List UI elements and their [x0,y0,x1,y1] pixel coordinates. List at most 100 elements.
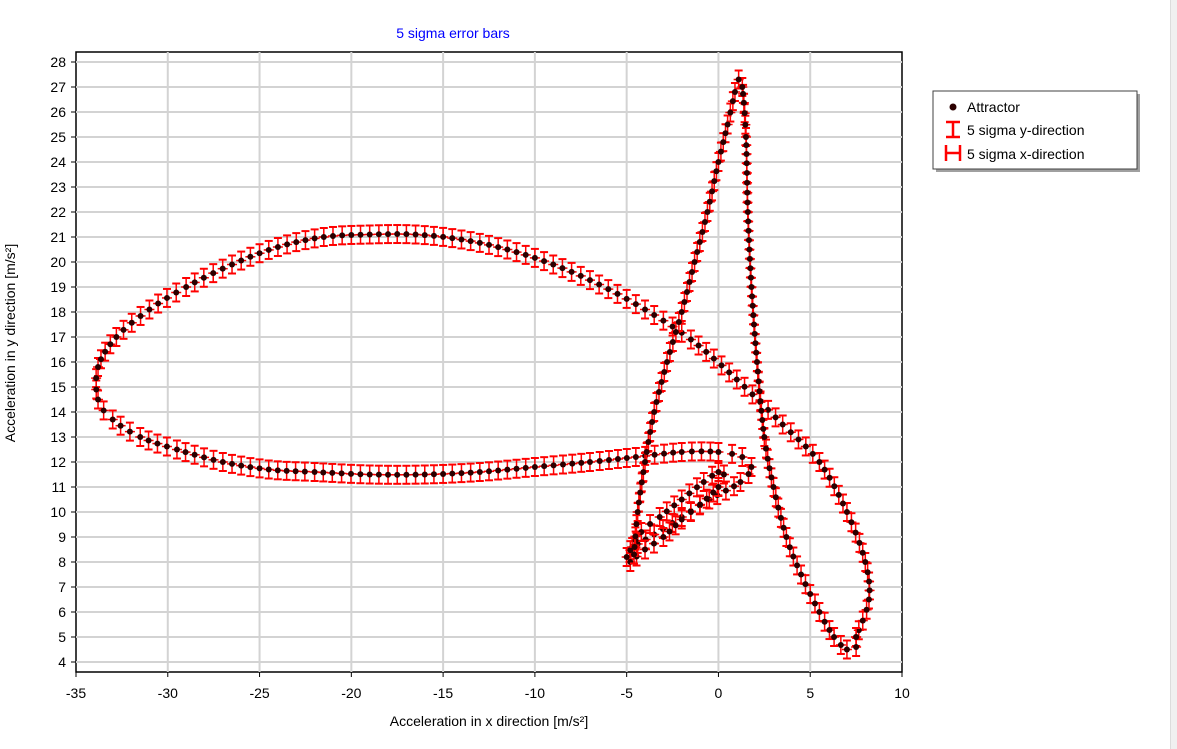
y-axis-ticks: 4 5 6 7 8 9 10 11 12 13 14 15 16 17 18 19 20 21 22 23 24 25 26… [50,54,76,670]
data-point [835,491,842,498]
legend: Attractor 5 sigma y-direction 5 sigma x-… [932,90,1140,172]
data-point [748,464,755,470]
data-point [753,359,760,365]
data-point [412,471,419,478]
data-point [440,470,447,477]
data-point [700,479,707,485]
data-point [476,239,483,246]
data-point [283,467,290,474]
data-point [284,241,291,248]
data-point [302,237,309,244]
data-point [722,487,729,494]
scrollbar-track[interactable] [1170,0,1177,749]
x-tick-label: -25 [249,685,269,701]
data-point [666,349,673,355]
data-point [729,450,736,457]
data-point [357,471,364,478]
data-point [747,274,754,281]
data-point [97,356,104,363]
data-point [687,336,694,343]
data-point [772,414,779,421]
data-point [632,454,639,460]
data-point [631,551,638,558]
data-point [741,110,748,117]
data-point [669,339,676,345]
data-point [756,388,763,395]
data-point [754,368,761,375]
data-point [739,454,746,460]
chart-title: 5 sigma error bars [396,25,510,41]
data-point [660,534,667,540]
data-point [694,249,701,255]
data-point [117,422,124,429]
data-point [718,362,725,369]
data-point [744,189,751,196]
data-point [183,284,190,290]
data-point [137,434,144,440]
data-point [744,209,751,215]
data-point [731,89,738,95]
data-point [862,559,869,565]
data-point [265,466,272,473]
data-point [761,434,768,440]
data-point [200,274,207,281]
data-point [689,269,696,275]
data-point [638,479,645,486]
data-point [655,389,662,395]
data-point [672,522,679,529]
x-tick-label: -5 [620,685,633,701]
data-point [440,233,447,240]
data-point [722,130,729,137]
data-point [329,232,336,239]
data-point [311,469,318,475]
data-point [645,439,652,445]
data-point [265,246,272,253]
y-tick-label: 12 [50,454,66,470]
data-point [577,272,584,279]
data-point [764,455,771,462]
data-point [790,553,797,560]
y-tick-label: 24 [50,154,66,170]
data-point [201,454,208,461]
data-point [163,443,170,450]
data-point [744,199,751,206]
data-point [837,641,844,648]
data-point [740,99,747,106]
data-point [338,470,345,477]
data-point [802,581,809,588]
data-point [713,168,720,175]
data-point [449,235,456,242]
data-point [749,293,756,300]
data-point [866,587,873,594]
data-point [513,249,520,256]
data-point [126,428,133,435]
data-point [731,483,738,490]
data-point [853,644,860,650]
data-point [743,150,750,157]
data-point [859,617,866,624]
data-point [686,279,693,285]
data-point [715,469,722,475]
data-point [703,495,710,502]
data-point [109,416,116,423]
data-point [173,289,180,296]
data-point [746,255,753,262]
data-point [831,634,838,640]
data-point [749,302,756,309]
x-axis-label: Acceleration in x direction [m/s²] [390,713,588,729]
y-tick-label: 7 [58,579,66,595]
data-point [102,348,109,355]
data-point [758,407,765,414]
data-point [802,443,809,450]
data-point [765,406,772,413]
data-point [256,465,263,472]
data-point [113,334,120,340]
data-point [605,286,612,293]
data-point [727,109,734,116]
y-tick-label: 9 [58,529,66,545]
data-point [750,312,757,319]
data-point [743,160,750,167]
data-point [678,309,685,315]
data-point [596,458,603,464]
y-tick-label: 6 [58,604,66,620]
